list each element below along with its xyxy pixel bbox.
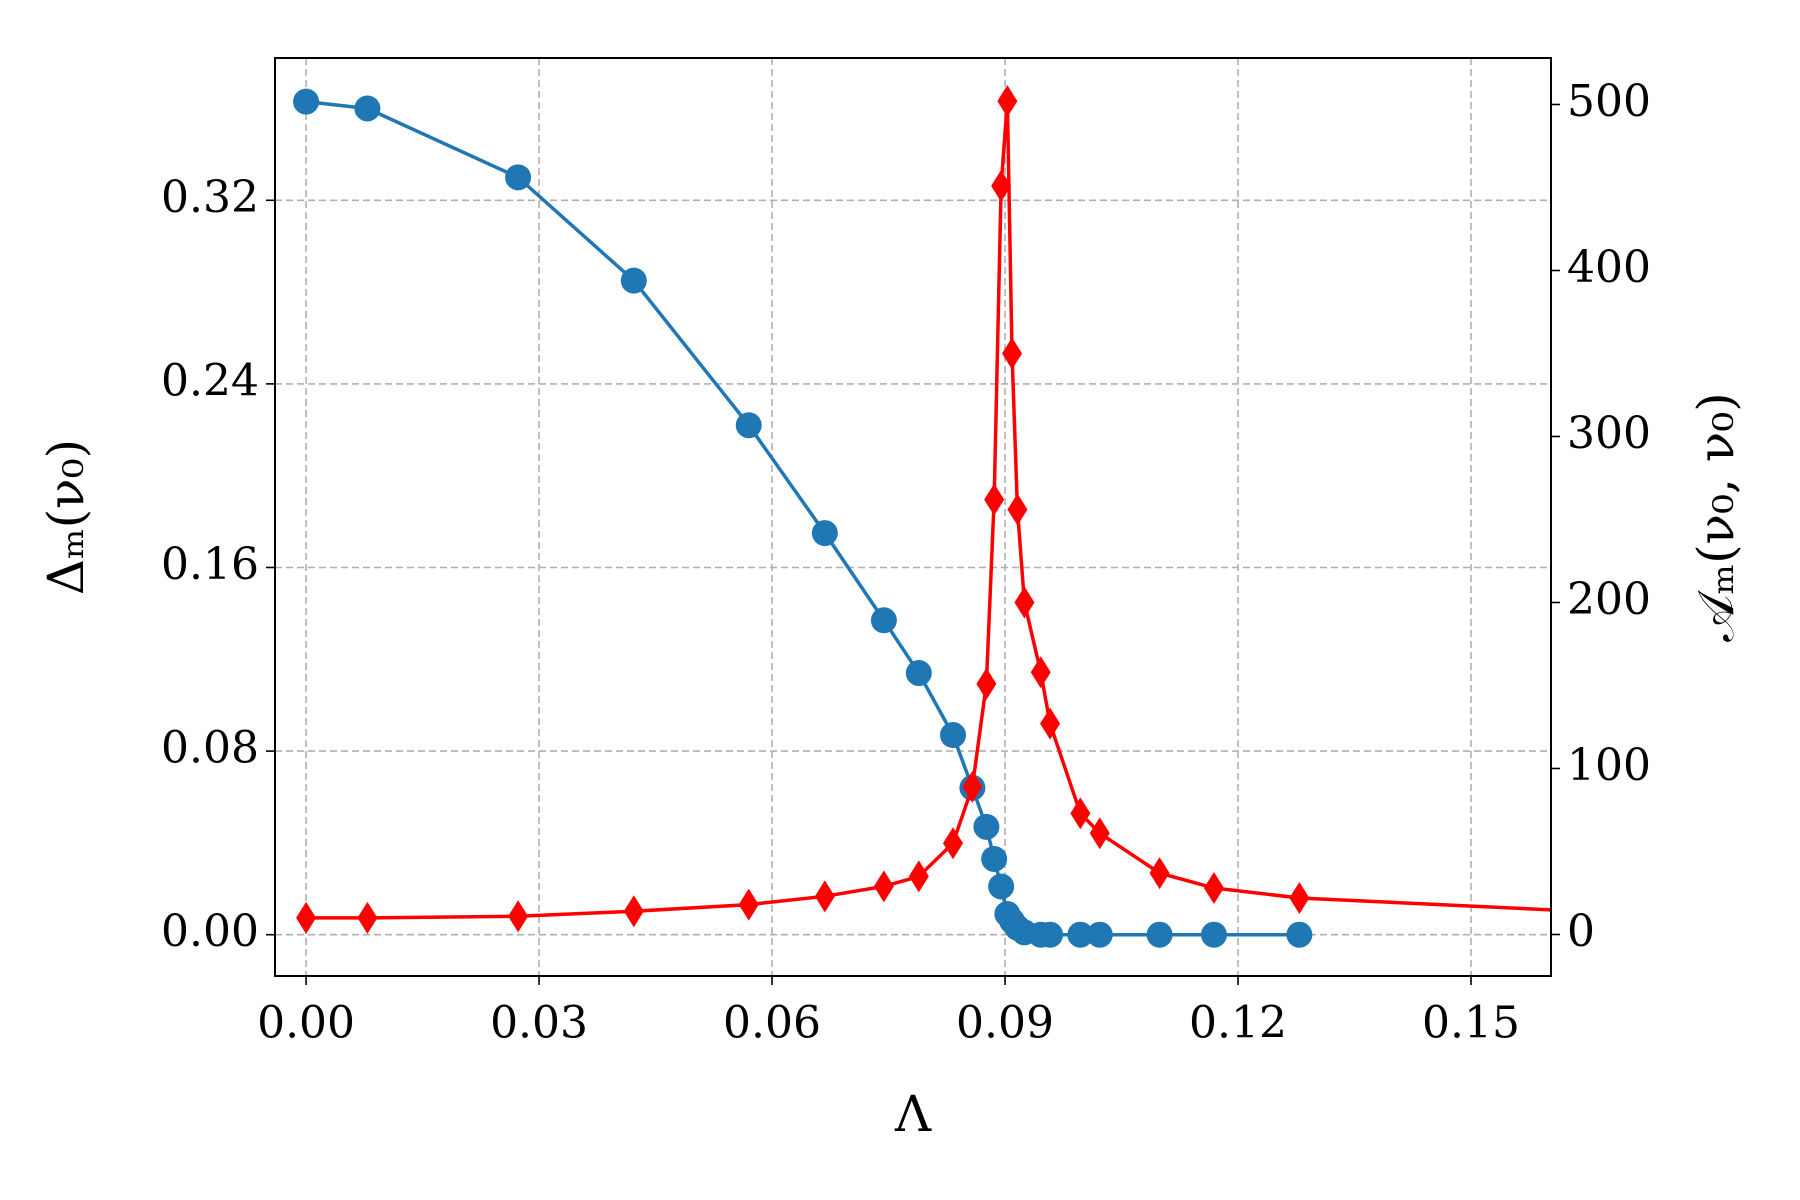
y2-tick-label: 200 xyxy=(1567,574,1651,625)
data-point xyxy=(1037,921,1064,948)
data-point xyxy=(1286,921,1313,948)
data-point xyxy=(939,722,966,749)
data-point xyxy=(991,169,1012,202)
data-point xyxy=(1086,921,1113,948)
data-point xyxy=(738,888,759,921)
data-point xyxy=(1149,857,1170,890)
data-point xyxy=(354,95,381,122)
data-point xyxy=(1289,881,1310,914)
y2-tick-label: 400 xyxy=(1567,242,1651,293)
data-point xyxy=(1089,817,1110,850)
data-point xyxy=(735,412,762,439)
y-tick-label: 0.24 xyxy=(161,355,259,406)
data-point xyxy=(1030,656,1051,689)
data-point xyxy=(1014,586,1035,619)
y2-axis-label: 𝒜ₘ(ν₀, ν₀) xyxy=(1687,392,1745,642)
data-point xyxy=(357,901,378,934)
x-tick-label: 0.06 xyxy=(723,998,821,1049)
data-point xyxy=(1067,921,1094,948)
data-point xyxy=(942,827,963,860)
data-point xyxy=(508,900,529,933)
x-tick-label: 0.00 xyxy=(257,998,355,1049)
data-point xyxy=(293,88,320,115)
data-point xyxy=(984,483,1005,516)
data-point xyxy=(623,895,644,928)
x-tick-label: 0.03 xyxy=(490,998,588,1049)
y-tick-label: 0.16 xyxy=(161,539,259,590)
series-line xyxy=(306,101,1551,920)
data-point xyxy=(814,880,835,913)
data-point xyxy=(296,901,317,934)
data-point xyxy=(988,873,1015,900)
plot-area xyxy=(293,85,1551,948)
y-axis-label: Δₘ(ν₀) xyxy=(37,439,95,595)
series-line xyxy=(305,99,1300,937)
plot-frame xyxy=(274,57,1552,977)
data-point xyxy=(997,85,1018,118)
data-point xyxy=(976,667,997,700)
data-point xyxy=(1040,707,1061,740)
y2-tick-label: 100 xyxy=(1567,740,1651,791)
data-point xyxy=(620,267,647,294)
data-point xyxy=(1070,797,1091,830)
data-point xyxy=(981,845,1008,872)
data-point xyxy=(1007,493,1028,526)
data-point xyxy=(870,607,897,634)
x-tick-label: 0.15 xyxy=(1422,998,1520,1049)
data-point xyxy=(873,870,894,903)
x-tick-label: 0.09 xyxy=(956,998,1054,1049)
y-tick-label: 0.32 xyxy=(161,172,259,223)
data-point xyxy=(973,813,1000,840)
data-point xyxy=(1200,921,1227,948)
x-axis-label: Λ xyxy=(894,1085,932,1143)
data-point xyxy=(1203,872,1224,905)
grid xyxy=(275,58,1551,976)
y-tick-label: 0.00 xyxy=(161,906,259,957)
y2-tick-label: 500 xyxy=(1567,76,1651,127)
data-point xyxy=(505,164,532,191)
y-tick-label: 0.08 xyxy=(161,723,259,774)
y2-tick-label: 0 xyxy=(1567,906,1595,957)
data-point xyxy=(1002,337,1023,370)
data-point xyxy=(905,660,932,687)
data-point xyxy=(1146,921,1173,948)
data-point xyxy=(962,770,983,803)
y2-tick-label: 300 xyxy=(1567,408,1651,459)
x-tick-label: 0.12 xyxy=(1189,998,1287,1049)
data-point xyxy=(811,520,838,547)
data-point xyxy=(908,860,929,893)
